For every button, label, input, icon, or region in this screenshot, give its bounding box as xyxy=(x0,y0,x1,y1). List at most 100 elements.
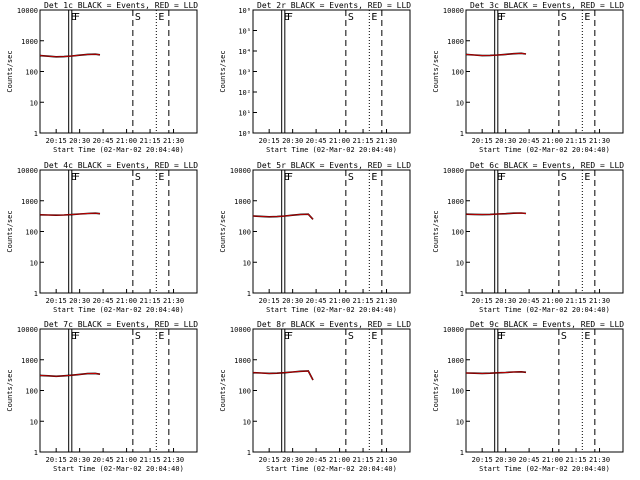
x-tick-label: 21:15 xyxy=(140,137,161,145)
y-tick-label: 100 xyxy=(25,229,38,237)
y-tick-label: 10000 xyxy=(443,167,464,175)
marker-label: S xyxy=(348,12,354,23)
x-tick-label: 20:30 xyxy=(495,456,516,464)
x-tick-label: 20:45 xyxy=(519,456,540,464)
y-tick-label: 1 xyxy=(34,290,38,298)
x-tick-label: 20:15 xyxy=(46,137,67,145)
detector-panel-5: Det 5r BLACK = Events, RED = LLD 1 10 100 10… xyxy=(219,161,411,314)
series-line xyxy=(252,213,314,220)
y-axis-label: Counts/sec xyxy=(432,369,440,411)
y-tick-label: 10000 xyxy=(443,7,464,15)
x-tick-label: 21:00 xyxy=(329,137,350,145)
y-tick-label: 100 xyxy=(451,69,464,77)
x-tick-label: 20:30 xyxy=(282,456,303,464)
detector-panel-2: Det 2r BLACK = Events, RED = LLD 10⁰ 10¹ 10… xyxy=(219,1,411,154)
marker-label: S xyxy=(135,331,141,342)
x-tick-label: 21:15 xyxy=(140,456,161,464)
marker-label: E xyxy=(371,331,377,342)
series-line xyxy=(39,53,101,58)
y-tick-label: 100 xyxy=(238,229,251,237)
x-tick-label: 20:15 xyxy=(259,456,280,464)
marker-label: E xyxy=(284,12,290,23)
panel-title: Det 3c BLACK = Events, RED = LLD xyxy=(470,1,624,10)
series-line xyxy=(39,372,101,377)
marker-label: F xyxy=(287,331,293,342)
x-tick-label: 21:15 xyxy=(353,456,374,464)
marker-label: E xyxy=(584,12,590,23)
marker-label: F xyxy=(74,331,80,342)
marker-label: E xyxy=(71,331,77,342)
panel-title: Det 7c BLACK = Events, RED = LLD xyxy=(44,320,198,329)
panel-title: Det 8r BLACK = Events, RED = LLD xyxy=(257,320,411,329)
y-tick-label: 1000 xyxy=(447,38,464,46)
y-tick-label: 10 xyxy=(456,259,464,267)
x-tick-label: 20:30 xyxy=(495,297,516,305)
marker-label: S xyxy=(348,331,354,342)
x-tick-label: 20:45 xyxy=(93,297,114,305)
y-tick-label: 100 xyxy=(25,388,38,396)
plot-frame xyxy=(465,169,624,294)
panel-title: Det 6c BLACK = Events, RED = LLD xyxy=(470,161,624,170)
detector-panel-6: Det 6c BLACK = Events, RED = LLD 1 10 100 10… xyxy=(432,161,624,314)
series-line xyxy=(465,212,527,216)
y-axis-label: Counts/sec xyxy=(219,50,227,92)
detector-panel-4: Det 4c BLACK = Events, RED = LLD 1 10 100 10… xyxy=(6,161,198,314)
y-tick-label: 1000 xyxy=(234,198,251,206)
y-tick-label: 1000 xyxy=(21,357,38,365)
y-tick-label: 10³ xyxy=(238,69,251,77)
x-tick-label: 21:15 xyxy=(353,137,374,145)
marker-label: E xyxy=(371,172,377,183)
marker-label: F xyxy=(74,12,80,23)
plot-frame xyxy=(39,328,198,453)
x-tick-label: 21:00 xyxy=(116,456,137,464)
x-tick-label: 21:15 xyxy=(140,297,161,305)
detector-panel-7: Det 7c BLACK = Events, RED = LLD 1 10 100 10… xyxy=(6,320,198,473)
y-tick-label: 1000 xyxy=(447,357,464,365)
x-tick-label: 21:30 xyxy=(589,456,610,464)
x-tick-label: 20:15 xyxy=(472,297,493,305)
y-tick-label: 10000 xyxy=(443,326,464,334)
x-tick-label: 20:15 xyxy=(46,456,67,464)
panel-title: Det 9c BLACK = Events, RED = LLD xyxy=(470,320,624,329)
x-tick-label: 21:15 xyxy=(566,456,587,464)
x-tick-label: 21:30 xyxy=(163,137,184,145)
x-axis-label: Start Time (02-Mar-02 20:04:40) xyxy=(266,306,397,314)
y-axis-label: Counts/sec xyxy=(432,210,440,252)
marker-label: E xyxy=(284,331,290,342)
marker-label: E xyxy=(158,12,164,23)
x-tick-label: 21:00 xyxy=(542,456,563,464)
panel-title: Det 5r BLACK = Events, RED = LLD xyxy=(257,161,411,170)
x-tick-label: 20:15 xyxy=(46,297,67,305)
y-tick-label: 10000 xyxy=(230,326,251,334)
panel-title: Det 2r BLACK = Events, RED = LLD xyxy=(257,1,411,10)
marker-label: S xyxy=(561,12,567,23)
detector-panel-3: Det 3c BLACK = Events, RED = LLD 1 10 100 10… xyxy=(432,1,624,154)
y-tick-label: 10 xyxy=(243,259,251,267)
y-axis-label: Counts/sec xyxy=(432,50,440,92)
marker-label: S xyxy=(135,172,141,183)
series-line xyxy=(252,370,314,381)
x-tick-label: 20:15 xyxy=(472,456,493,464)
x-tick-label: 20:30 xyxy=(282,137,303,145)
x-axis-label: Start Time (02-Mar-02 20:04:40) xyxy=(479,146,610,154)
y-tick-label: 10000 xyxy=(17,326,38,334)
marker-label: E xyxy=(71,172,77,183)
marker-label: F xyxy=(287,172,293,183)
y-axis-label: Counts/sec xyxy=(219,369,227,411)
x-tick-label: 21:30 xyxy=(376,297,397,305)
y-tick-label: 10 xyxy=(456,418,464,426)
marker-label: E xyxy=(71,12,77,23)
x-axis-label: Start Time (02-Mar-02 20:04:40) xyxy=(479,465,610,473)
series-line xyxy=(39,212,101,216)
y-tick-label: 10 xyxy=(30,259,38,267)
plot-frame xyxy=(39,9,198,134)
x-axis-label: Start Time (02-Mar-02 20:04:40) xyxy=(53,306,184,314)
x-tick-label: 21:30 xyxy=(376,137,397,145)
marker-label: S xyxy=(135,12,141,23)
y-tick-label: 1 xyxy=(34,449,38,457)
x-axis-label: Start Time (02-Mar-02 20:04:40) xyxy=(266,146,397,154)
x-tick-label: 21:30 xyxy=(376,456,397,464)
x-tick-label: 20:15 xyxy=(259,137,280,145)
x-tick-label: 21:15 xyxy=(566,297,587,305)
